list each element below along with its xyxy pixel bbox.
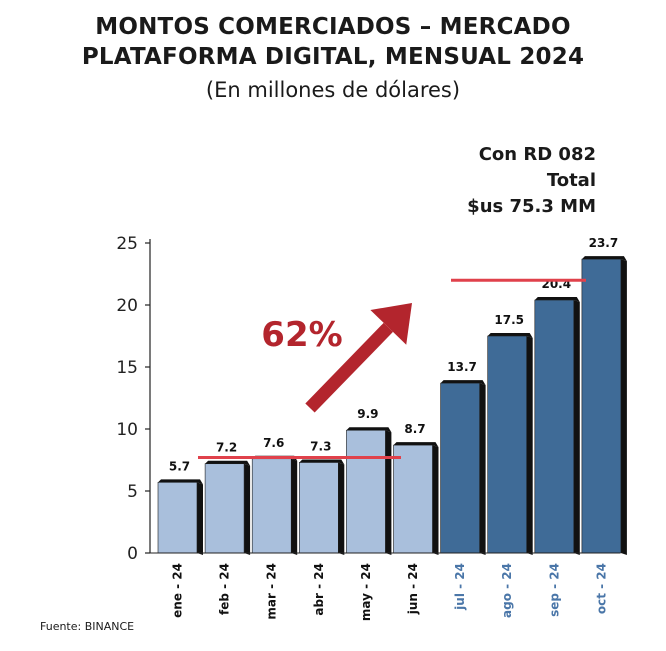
- y-tick-label: 15: [116, 358, 138, 378]
- growth-arrow-shaft: [305, 322, 393, 413]
- bar-shadow: [526, 336, 533, 555]
- total-note-line-3: $us 75.3 MM: [467, 196, 596, 217]
- data-label: 23.7: [589, 236, 619, 250]
- chart-title-line-2: PLATAFORMA DIGITAL, MENSUAL 2024: [81, 44, 585, 70]
- data-label: 9.9: [357, 407, 378, 421]
- bar: [534, 299, 575, 554]
- bar: [204, 463, 245, 554]
- bar-top: [158, 479, 203, 485]
- bar-top: [440, 380, 486, 386]
- bar: [487, 335, 528, 554]
- bar-shadow: [291, 458, 298, 555]
- data-label: 7.6: [263, 436, 284, 450]
- bar: [346, 429, 386, 554]
- bar-shadow: [573, 300, 580, 555]
- bar-top: [205, 460, 251, 466]
- y-tick-label: 20: [116, 296, 138, 316]
- data-label: 7.3: [310, 439, 331, 453]
- bar-shadow: [338, 462, 345, 555]
- bar-shadow: [385, 430, 392, 555]
- chart-title-line-1: MONTOS COMERCIADOS – MERCADO: [95, 14, 571, 40]
- bar-top: [393, 442, 439, 448]
- data-label: 13.7: [447, 360, 477, 374]
- bar: [298, 462, 339, 554]
- source-note: Fuente: BINANCE: [40, 620, 135, 633]
- chart-title: MONTOS COMERCIADOS – MERCADO PLATAFORMA …: [0, 12, 666, 72]
- bar: [393, 444, 433, 554]
- bar-top: [534, 297, 580, 303]
- bar-shadow: [479, 383, 486, 555]
- data-label: 8.7: [404, 422, 425, 436]
- x-tick-label: feb - 24: [218, 563, 232, 615]
- bar-shadow: [620, 259, 627, 555]
- bar-shadow: [432, 445, 439, 555]
- data-label: 5.7: [169, 459, 190, 473]
- bar-shadow: [244, 463, 251, 555]
- x-tick-label: ene - 24: [171, 563, 185, 618]
- bar: [157, 482, 198, 554]
- x-tick-label: abr - 24: [312, 563, 326, 616]
- total-note: Con RD 082 Total $us 75.3 MM: [467, 142, 596, 220]
- total-note-line-2: Total: [546, 170, 596, 191]
- x-tick-label: jul - 24: [453, 563, 467, 611]
- y-tick-label: 25: [116, 234, 138, 254]
- x-tick-label: sep - 24: [547, 563, 561, 617]
- bar: [581, 258, 622, 554]
- x-tick-label: mar - 24: [265, 563, 279, 620]
- growth-arrow-head: [370, 303, 412, 345]
- data-label: 7.2: [216, 441, 237, 455]
- bar: [440, 382, 480, 554]
- data-label: 17.5: [494, 313, 524, 327]
- x-tick-label: may - 24: [359, 563, 373, 621]
- bar-shadow: [197, 482, 203, 555]
- total-note-line-1: Con RD 082: [478, 144, 596, 165]
- growth-label: 62%: [261, 315, 342, 355]
- chart-subtitle: (En millones de dólares): [205, 78, 461, 102]
- y-tick-label: 0: [127, 544, 138, 564]
- y-tick-label: 5: [127, 482, 138, 502]
- y-tick-label: 10: [116, 420, 138, 440]
- x-tick-label: oct - 24: [594, 563, 608, 614]
- x-tick-label: jun - 24: [406, 563, 420, 615]
- bar-top: [299, 459, 345, 465]
- bar-top: [346, 427, 392, 433]
- bar: [251, 458, 292, 554]
- bar-top: [487, 333, 533, 338]
- bar-top: [581, 256, 627, 262]
- x-tick-label: ago - 24: [500, 563, 514, 618]
